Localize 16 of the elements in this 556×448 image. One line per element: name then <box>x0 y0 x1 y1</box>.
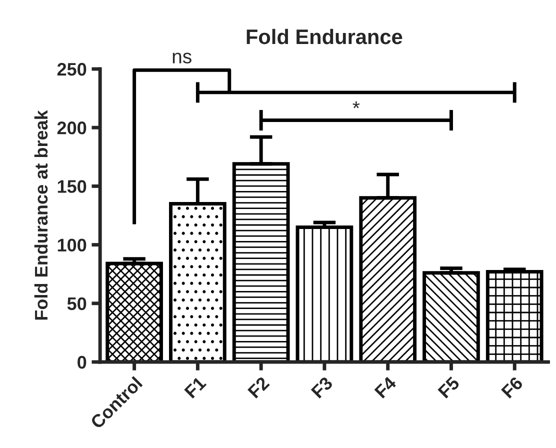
y-tick-label: 100 <box>58 238 86 252</box>
x-tick-label: F5 <box>438 376 460 399</box>
y-axis-title: Fold Endurance at break <box>34 110 48 320</box>
y-tick-label: 0 <box>78 356 86 369</box>
y-tick-label: 250 <box>57 62 86 76</box>
y-tick-label: 200 <box>57 122 86 134</box>
y-tick-label: 50 <box>67 297 86 310</box>
x-tick-label: F4 <box>374 376 398 398</box>
x-tick-label: F3 <box>310 376 334 399</box>
annotation: * <box>352 101 360 108</box>
y-tick-label: 150 <box>58 180 86 193</box>
text: ns <box>172 52 192 64</box>
x-tick-label: F2 <box>247 376 270 398</box>
chart-title: Fold Endurance <box>246 28 402 44</box>
x-tick-label: F6 <box>500 376 524 399</box>
x-tick-label: F1 <box>184 376 207 398</box>
